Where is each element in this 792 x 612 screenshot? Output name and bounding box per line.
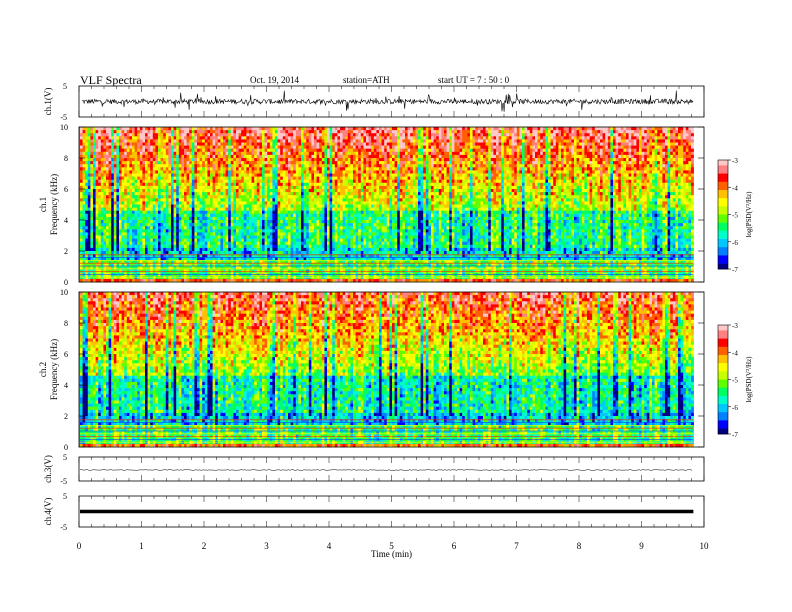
y-tick-label: 10 xyxy=(60,288,68,297)
x-tick-label: 0 xyxy=(77,541,82,551)
colorbar-label: log(PSD(V²/Hz) xyxy=(745,356,753,403)
y-tick-label: -5 xyxy=(60,477,67,486)
x-tick-label: 3 xyxy=(264,541,269,551)
y-tick-label: 8 xyxy=(64,154,68,163)
y-axis-label: Frequency (kHz) xyxy=(49,174,59,235)
x-tick-label: 2 xyxy=(202,541,207,551)
colorbar-tick-label: -4 xyxy=(732,184,738,192)
colorbar-tick-label: -6 xyxy=(732,404,738,412)
colorbar xyxy=(718,325,728,434)
y-tick-label: 4 xyxy=(64,216,68,225)
y-tick-label: 5 xyxy=(63,82,67,91)
y-tick-label: 2 xyxy=(64,412,68,421)
colorbar xyxy=(718,160,728,269)
ch3-trace xyxy=(80,470,692,471)
y-tick-label: 5 xyxy=(63,492,67,501)
x-tick-label: 1 xyxy=(139,541,144,551)
spectrogram-image xyxy=(79,127,694,282)
y-tick-label: 8 xyxy=(64,319,68,328)
y-tick-label: 0 xyxy=(64,443,68,452)
y-axis-label: Frequency (kHz) xyxy=(49,339,59,400)
colorbar-tick-label: -7 xyxy=(732,266,738,274)
y-axis-label: ch.4(V) xyxy=(43,498,53,526)
x-tick-label: 10 xyxy=(700,541,710,551)
x-tick-label: 4 xyxy=(327,541,332,551)
x-tick-label: 7 xyxy=(514,541,519,551)
y-tick-label: 10 xyxy=(60,123,68,132)
colorbar-tick-label: -3 xyxy=(732,322,738,330)
x-axis-label: Time (min) xyxy=(371,549,412,559)
colorbar-tick-label: -5 xyxy=(732,377,738,385)
ch1-trace xyxy=(82,91,693,112)
y-axis-label-channel: ch.1 xyxy=(38,197,48,212)
y-tick-label: -5 xyxy=(60,523,67,532)
y-tick-label: 0 xyxy=(64,278,68,287)
y-tick-label: 5 xyxy=(63,453,67,462)
x-tick-label: 8 xyxy=(577,541,582,551)
y-axis-label-channel: ch.2 xyxy=(38,362,48,377)
y-tick-label: 6 xyxy=(64,185,68,194)
y-tick-label: 4 xyxy=(64,381,68,390)
colorbar-tick-label: -3 xyxy=(732,157,738,165)
colorbar-tick-label: -5 xyxy=(732,212,738,220)
x-tick-label: 6 xyxy=(452,541,457,551)
y-tick-label: 6 xyxy=(64,350,68,359)
x-tick-label: 9 xyxy=(639,541,644,551)
y-axis-label: ch.1(V) xyxy=(43,88,53,116)
spectrogram-image xyxy=(79,292,694,447)
y-tick-label: 2 xyxy=(64,247,68,256)
colorbar-tick-label: -7 xyxy=(732,431,738,439)
colorbar-tick-label: -6 xyxy=(732,239,738,247)
colorbar-label: log(PSD(V²/Hz) xyxy=(745,191,753,238)
colorbar-tick-label: -4 xyxy=(732,349,738,357)
y-tick-label: -5 xyxy=(60,113,67,122)
y-axis-label: ch.3(V) xyxy=(43,455,53,483)
